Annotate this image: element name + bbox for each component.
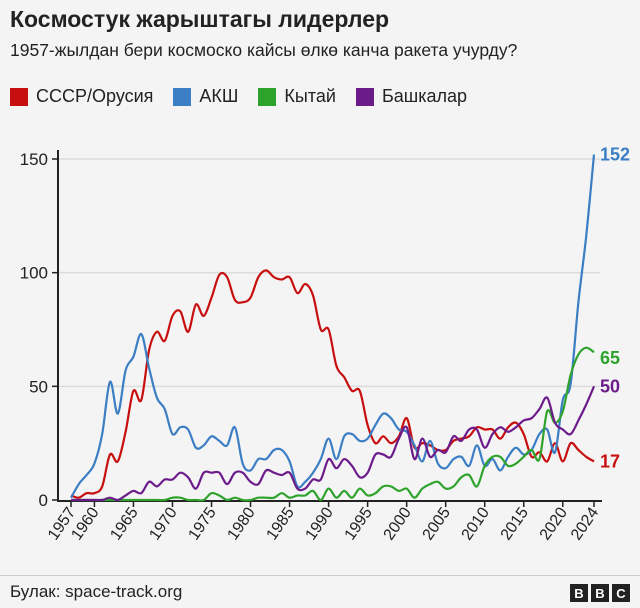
legend-label: Башкалар — [381, 86, 468, 106]
source-text: Булак: space-track.org — [10, 582, 183, 601]
series-line-0 — [70, 269, 595, 499]
x-tick-label: 2005 — [420, 504, 454, 543]
legend-item: Башкалар — [355, 86, 468, 107]
x-tick-label: 1985 — [264, 504, 298, 543]
legend-item: АКШ — [173, 86, 238, 107]
chart-title: Космостук жарыштагы лидерлер — [10, 6, 390, 32]
x-tick-label: 2010 — [459, 504, 493, 543]
x-tick-label: 1980 — [224, 504, 258, 543]
x-tick-label: 2015 — [498, 504, 532, 543]
legend-label: Кытай — [284, 86, 336, 106]
legend: СССР/Орусия АКШ Кытай Башкалар — [10, 86, 467, 107]
end-value-label: 65 — [600, 348, 620, 368]
y-tick-label: 100 — [20, 264, 48, 283]
bbc-logo: B B C — [570, 584, 630, 602]
x-tick-label: 1995 — [342, 504, 376, 543]
x-tick-label: 2020 — [537, 504, 571, 543]
legend-item: Кытай — [258, 86, 336, 107]
legend-swatch — [258, 87, 277, 106]
y-tick-label: 50 — [29, 377, 48, 396]
chart-subtitle: 1957-жылдан бери космоско кайсы өлкө кан… — [10, 40, 518, 60]
x-tick-label: 1965 — [107, 504, 141, 543]
series-line-3 — [70, 385, 596, 502]
x-tick-label: 2000 — [381, 504, 415, 543]
end-value-label: 17 — [600, 451, 620, 471]
legend-label: СССР/Орусия — [36, 86, 154, 106]
legend-swatch — [355, 87, 374, 106]
end-value-label: 152 — [600, 144, 630, 164]
x-tick-label: 2024 — [568, 504, 602, 543]
footer-divider — [0, 575, 640, 576]
series-line-2 — [70, 346, 595, 502]
series-line-1 — [70, 154, 596, 499]
end-value-label: 50 — [600, 376, 620, 396]
x-tick-label: 1970 — [146, 504, 180, 543]
x-tick-label: 1990 — [303, 504, 337, 543]
legend-label: АКШ — [199, 86, 239, 106]
legend-swatch — [173, 87, 192, 106]
legend-swatch — [10, 87, 28, 106]
y-tick-label: 0 — [39, 491, 48, 510]
logo-letter: C — [612, 584, 630, 602]
y-tick-label: 150 — [20, 150, 48, 169]
logo-letter: B — [591, 584, 609, 602]
legend-item: СССР/Орусия — [10, 86, 153, 107]
logo-letter: B — [570, 584, 588, 602]
x-tick-label: 1975 — [185, 504, 219, 543]
